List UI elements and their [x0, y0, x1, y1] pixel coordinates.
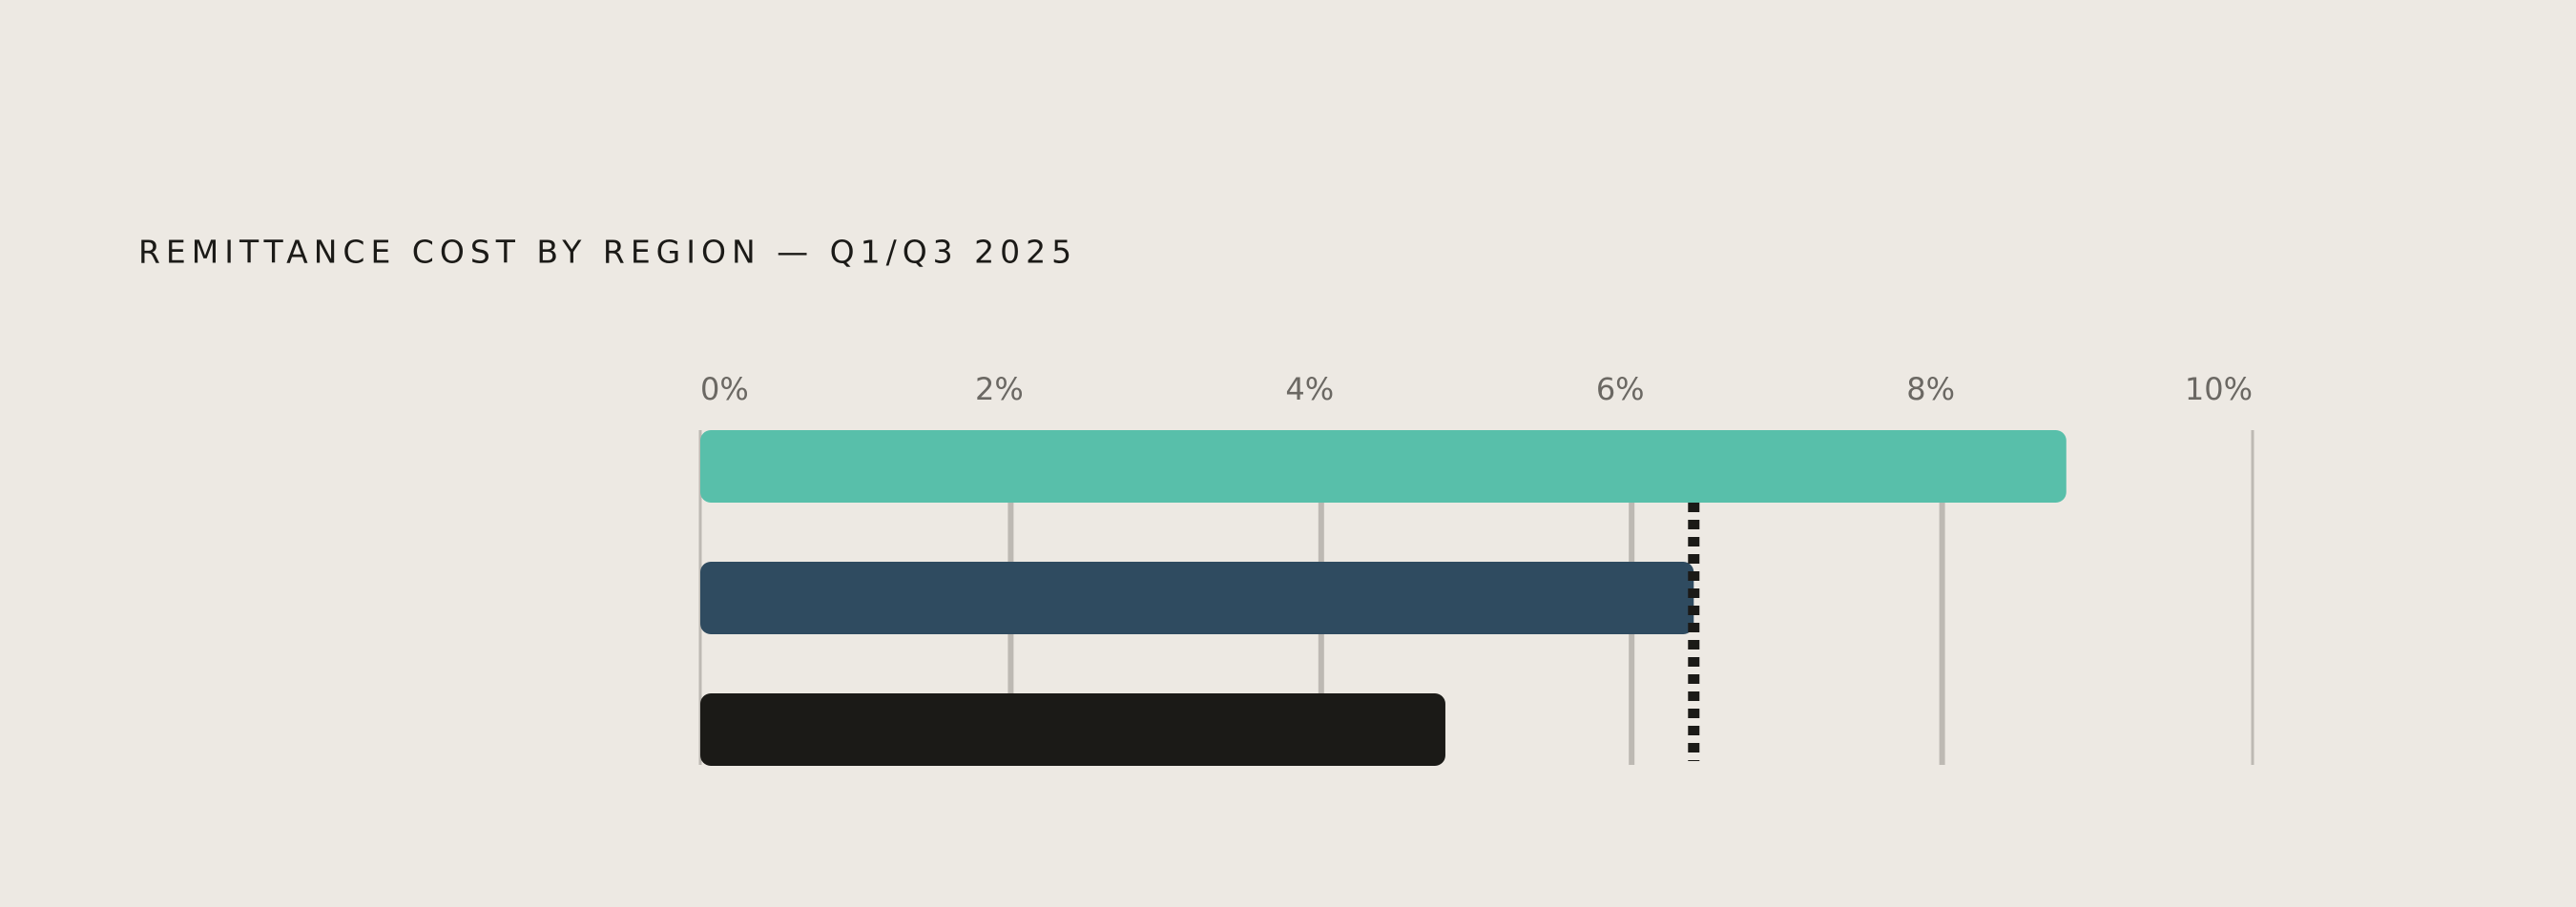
x-tick-label: 0%	[700, 371, 749, 407]
x-tick-label: 4%	[1285, 371, 1334, 407]
x-tick-label: 10%	[2185, 371, 2253, 407]
bar	[700, 430, 2067, 503]
bar	[700, 693, 1445, 766]
bar	[700, 562, 1694, 634]
x-tick-label: 6%	[1596, 371, 1645, 407]
x-tick-label: 8%	[1906, 371, 1955, 407]
chart-title: REMITTANCE COST BY REGION — Q1/Q3 2025	[138, 234, 1077, 271]
x-tick-label: 2%	[975, 371, 1024, 407]
